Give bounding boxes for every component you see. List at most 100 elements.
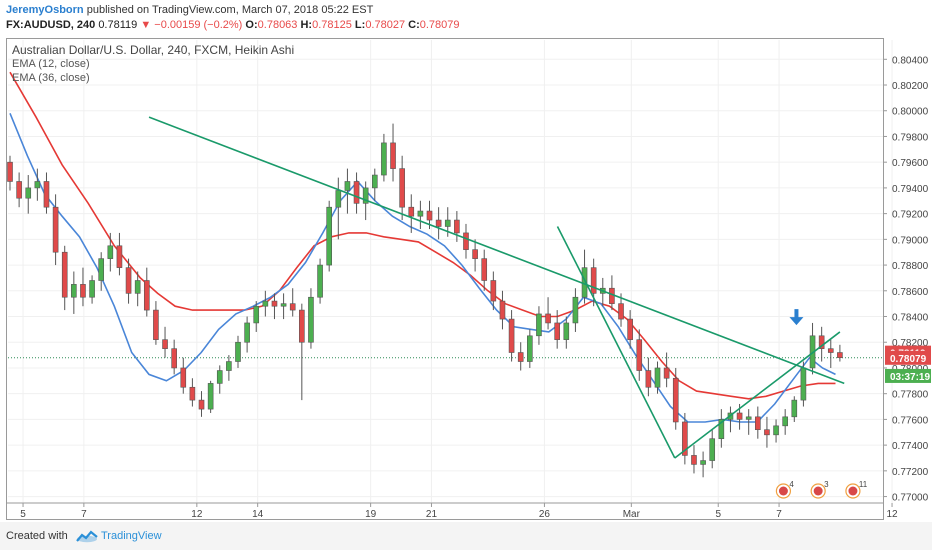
candle-body — [472, 249, 478, 259]
chart-frame — [6, 38, 884, 520]
candle-body — [390, 142, 396, 169]
candle-body — [818, 335, 825, 349]
candle-body — [153, 309, 159, 340]
candle-body — [262, 300, 269, 307]
candle-body — [745, 416, 752, 420]
x-tick-label: 7 — [81, 509, 87, 520]
y-tick-label: 0.77600 — [892, 415, 929, 426]
chart-legend: Australian Dollar/U.S. Dollar, 240, FXCM… — [12, 43, 294, 85]
candle-body — [89, 280, 95, 298]
candle-body — [417, 210, 424, 217]
y-tick-label: 0.78600 — [892, 287, 929, 298]
candle-body — [782, 416, 788, 427]
price-tag-bg — [885, 350, 931, 365]
y-tick-label: 0.80400 — [892, 55, 929, 66]
candle-body — [800, 367, 807, 401]
candle-body — [755, 416, 761, 430]
candle-body — [590, 267, 597, 294]
candle-body — [362, 187, 369, 204]
legend-ema-fast[interactable]: EMA (12, close) — [12, 58, 90, 70]
event-count: 4 — [789, 480, 794, 489]
published-text: published on TradingView.com, March 07, … — [83, 4, 374, 16]
candle-layer — [7, 123, 843, 478]
candle-body — [25, 187, 32, 199]
candle-body — [43, 181, 50, 208]
open-label: O: — [245, 19, 258, 31]
candle-body — [691, 455, 697, 465]
candle-body — [171, 348, 177, 369]
publish-header: JeremyOsborn published on TradingView.co… — [0, 0, 932, 40]
candle-body — [426, 210, 433, 221]
candle-body — [381, 142, 387, 176]
candle-body — [134, 280, 141, 294]
change-down-icon: ▼ — [140, 19, 152, 31]
x-tick-label: 26 — [539, 509, 551, 520]
y-tick-label: 0.78200 — [892, 338, 929, 349]
candle-body — [180, 367, 187, 388]
candle-body — [125, 267, 132, 294]
candle-body — [700, 460, 706, 465]
y-axis: 0.80400 0.80200 0.80000 0.79800 0.79600 0.794… — [883, 55, 929, 504]
author-link[interactable]: JeremyOsborn — [6, 4, 84, 16]
candle-body — [536, 313, 542, 337]
y-tick-label: 0.77400 — [892, 441, 929, 452]
tradingview-link[interactable]: TradingView — [101, 530, 162, 542]
candle-body — [289, 303, 296, 311]
candle-body — [837, 352, 843, 358]
candle-body — [435, 219, 442, 227]
candle-body — [317, 264, 323, 298]
quote-line: FX:AUDUSD, 240 0.78119 ▼ −0.00159 (−0.2%… — [6, 19, 460, 31]
low-label: L: — [354, 19, 366, 31]
candle-body — [71, 284, 77, 298]
candle-body — [280, 303, 287, 307]
candle-body — [545, 313, 551, 324]
candle-body — [454, 219, 460, 234]
candle-body — [517, 352, 524, 362]
high-label: H: — [300, 19, 313, 31]
candle-body — [572, 296, 579, 324]
event-flag-icon: 11 — [845, 480, 868, 499]
symbol-label: FX:AUDUSD, 240 — [6, 19, 96, 31]
candle-body — [444, 219, 451, 227]
y-tick-label: 0.77000 — [892, 493, 929, 504]
y-tick-label: 0.79000 — [892, 235, 929, 246]
candle-body — [107, 245, 114, 259]
candle-body — [344, 181, 351, 191]
x-tick-label: 12 — [191, 509, 203, 520]
ema-36-line — [9, 71, 836, 400]
candle-body — [508, 318, 515, 353]
y-tick-label: 0.77200 — [892, 467, 929, 478]
legend-ema-slow[interactable]: EMA (36, close) — [12, 72, 90, 84]
candle-body — [198, 399, 205, 410]
candle-body — [554, 322, 560, 340]
tradingview-logo-icon[interactable] — [76, 529, 98, 543]
event-flag-dot — [848, 486, 858, 496]
price-tag-label: 0.78079 — [890, 354, 927, 365]
candle-body — [663, 367, 670, 379]
candle-body — [116, 245, 123, 268]
candle-body — [399, 168, 405, 208]
event-flag-dot — [813, 486, 823, 496]
candle-body — [527, 335, 533, 362]
price-tag-label: 03:37:19 — [890, 372, 930, 383]
x-tick-label: 21 — [426, 509, 438, 520]
candle-body — [490, 280, 497, 302]
candle-body — [773, 425, 779, 436]
candle-body — [235, 341, 241, 362]
candle-body — [791, 399, 798, 418]
low-value: 0.78027 — [365, 19, 406, 31]
candle-body — [481, 258, 488, 281]
change-value: −0.00159 (−0.2%) — [154, 19, 243, 31]
event-flag-icon: 3 — [810, 480, 829, 499]
candle-body — [189, 386, 196, 401]
candle-body — [463, 232, 469, 250]
price-tag-bg — [885, 368, 931, 383]
candle-body — [353, 181, 360, 204]
y-tick-label: 0.80000 — [892, 107, 929, 118]
candle-body — [371, 174, 378, 189]
candle-body — [271, 300, 278, 307]
candle-body — [682, 421, 688, 456]
candle-body — [645, 370, 652, 388]
